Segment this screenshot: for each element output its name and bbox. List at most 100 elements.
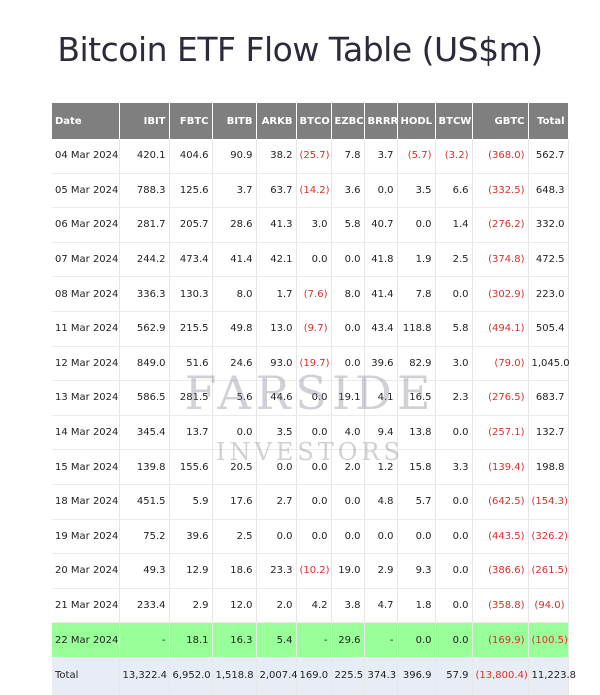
table-row: 05 Mar 2024 788.3 125.6 3.7 63.7 (14.2) 3.6 0.0… [52,173,569,209]
flow-cell-brrr: 4.7 [364,588,398,624]
flow-cell-bitb: 28.6 [212,207,257,243]
flow-cell-btco: 0.0 [296,242,332,278]
column-header-arkb: ARKB [256,103,297,139]
flow-cell-hodl: 16.5 [397,380,436,416]
flow-cell-btco: 0.0 [296,415,332,451]
flow-cell-total: 472.5 [528,242,569,278]
flow-cell-ezbc: 3.6 [331,173,365,209]
flow-cell-btcw: 0.0 [435,622,473,658]
flow-cell-ezbc: 0.0 [331,484,365,520]
flow-cell-total: 505.4 [528,311,569,347]
column-header-btco: BTCO [296,103,332,139]
row-date-cell: 14 Mar 2024 [52,415,120,451]
flow-cell-hodl: 0.0 [397,207,436,243]
flow-cell-brrr: 40.7 [364,207,398,243]
flow-cell-gbtc: (386.6) [472,553,529,589]
flow-cell-ibit: 336.3 [119,276,170,312]
flow-cell-ibit: 244.2 [119,242,170,278]
flow-cell-arkb: 42.1 [256,242,297,278]
flow-cell-arkb: 1.7 [256,276,297,312]
flow-cell-arkb: 3.5 [256,415,297,451]
flow-cell-bitb: 24.6 [212,346,257,382]
flow-cell-bitb: 18.6 [212,553,257,589]
table-row: 21 Mar 2024 233.4 2.9 12.0 2.0 4.2 3.8 4.7 1.8 0.… [52,588,569,624]
flow-cell-btco: - [296,622,332,658]
table-row: 12 Mar 2024 849.0 51.6 24.6 93.0 (19.7) 0.0 39.… [52,346,570,382]
flow-cell-brrr: 41.4 [364,276,398,312]
row-date-cell: 08 Mar 2024 [52,276,120,312]
flow-cell-brrr: 3.7 [364,139,398,174]
etf-flow-table: Date IBIT FBTC BITB ARKB BTCO EZBC BRRR HODL BTCW… [52,103,576,695]
flow-cell-hodl: 5.7 [397,484,436,520]
table-body: 04 Mar 2024 420.1 404.6 90.9 38.2 (25.7) 7.8 3.… [52,139,576,695]
flow-cell-bitb: 16.3 [212,622,257,658]
column-header-ibit: IBIT [119,103,170,139]
flow-cell-ezbc: 2.0 [331,449,365,485]
flow-cell-btcw: 3.3 [435,449,473,485]
flow-cell-ibit: - [119,622,170,658]
flow-cell-bitb: 20.5 [212,449,257,485]
flow-cell-arkb: 44.6 [256,380,297,416]
flow-cell-ezbc: 4.0 [331,415,365,451]
flow-cell-ibit: 345.4 [119,415,170,451]
flow-cell-ezbc: 0.0 [331,311,365,347]
flow-cell-brrr: 0.0 [364,173,398,209]
row-date-cell: 07 Mar 2024 [52,242,120,278]
column-header-hodl: HODL [397,103,436,139]
flow-cell-fbtc: 51.6 [169,346,213,382]
flow-cell-btco: 0.0 [296,449,332,485]
table-row: 13 Mar 2024 586.5 281.5 5.6 44.6 0.0 19.1 4.1 16… [52,380,569,416]
flow-cell-total: 683.7 [528,380,569,416]
flow-cell-total: 648.3 [528,173,569,209]
flow-cell-arkb: 23.3 [256,553,297,589]
row-date-cell: 21 Mar 2024 [52,588,120,624]
page-title: Bitcoin ETF Flow Table (US$m) [57,30,543,69]
flow-cell-gbtc: (443.5) [472,519,529,555]
flow-cell-arkb: 63.7 [256,173,297,209]
table-row: 07 Mar 2024 244.2 473.4 41.4 42.1 0.0 0.0 41.8 1… [52,242,569,278]
row-date-cell: 18 Mar 2024 [52,484,120,520]
table-row: 22 Mar 2024-18.1 16.3 5.4-29.6-0.0 0.0 (169.… [52,622,569,658]
flow-cell-ibit: 420.1 [119,139,170,174]
column-header-total: Total [528,103,569,139]
total-cell-arkb: 2,007.4 [256,657,298,695]
flow-cell-gbtc: (302.9) [472,276,529,312]
flow-cell-total: (154.3) [528,484,569,520]
flow-cell-btco: (14.2) [296,173,332,209]
flow-cell-btcw: 3.0 [435,346,473,382]
flow-cell-ibit: 139.8 [119,449,170,485]
flow-cell-ibit: 562.9 [119,311,170,347]
flow-cell-btco: (9.7) [296,311,332,347]
flow-cell-ezbc: 29.6 [331,622,365,658]
flow-cell-fbtc: 473.4 [169,242,213,278]
flow-cell-ezbc: 0.0 [331,346,365,382]
flow-cell-ibit: 49.3 [119,553,170,589]
total-cell-btco: 169.0 [296,657,332,695]
total-cell-brrr: 374.3 [364,657,398,695]
flow-cell-gbtc: (276.2) [472,207,529,243]
flow-cell-btcw: 1.4 [435,207,473,243]
table-row: 19 Mar 2024 75.2 39.6 2.5 0.0 0.0 0.0 0.0 0.0 0.0… [52,519,569,555]
table-row: 08 Mar 2024 336.3 130.3 8.0 1.7 (7.6) 8.0 41.4 7… [52,276,569,312]
column-header-brrr: BRRR [364,103,398,139]
flow-cell-arkb: 5.4 [256,622,297,658]
flow-cell-total: (94.0) [528,588,569,624]
flow-cell-btcw: 0.0 [435,588,473,624]
flow-cell-bitb: 8.0 [212,276,257,312]
flow-cell-gbtc: (642.5) [472,484,529,520]
table-row: 18 Mar 2024 451.5 5.9 17.6 2.7 0.0 0.0 4.8 5.7 0.… [52,484,569,520]
flow-cell-ezbc: 19.1 [331,380,365,416]
flow-cell-ibit: 788.3 [119,173,170,209]
flow-cell-hodl: 3.5 [397,173,436,209]
flow-cell-btcw: 0.0 [435,519,473,555]
total-cell-total: 11,223.8 [528,657,576,695]
flow-cell-brrr: 4.8 [364,484,398,520]
flow-cell-ezbc: 0.0 [331,519,365,555]
total-cell-hodl: 396.9 [397,657,436,695]
row-date-cell: 11 Mar 2024 [52,311,120,347]
flow-cell-ezbc: 5.8 [331,207,365,243]
flow-cell-btco: (7.6) [296,276,332,312]
flow-cell-fbtc: 281.5 [169,380,213,416]
flow-cell-btcw: 2.5 [435,242,473,278]
flow-cell-fbtc: 13.7 [169,415,213,451]
